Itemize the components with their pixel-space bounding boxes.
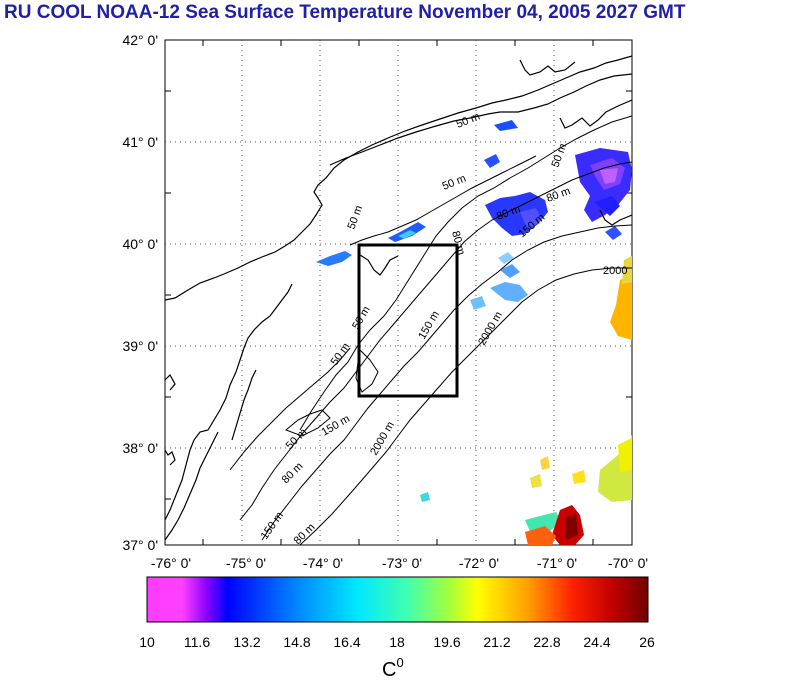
- lat-label: 38° 0': [122, 440, 158, 456]
- colorbar-tick: 11.6: [184, 634, 210, 650]
- contour-label: 2000: [603, 265, 627, 277]
- colorbar: [146, 576, 649, 623]
- colorbar-tick: 19.6: [433, 634, 460, 650]
- lat-label: 42° 0': [122, 32, 158, 48]
- unit-superscript: 0: [396, 655, 403, 670]
- bathymetry-contours: [229, 115, 632, 545]
- lon-label: -71° 0': [537, 555, 577, 571]
- coastline: [165, 55, 632, 541]
- colorbar-unit: C0: [382, 655, 404, 680]
- latitude-labels: 42° 0' 41° 0' 40° 0' 39° 0' 38° 0' 37° 0…: [122, 32, 158, 553]
- lat-label: 39° 0': [122, 338, 158, 354]
- colorbar-tick: 22.8: [533, 634, 560, 650]
- colorbar-tick: 24.4: [583, 634, 610, 650]
- colorbar-ticks: 10 11.6 13.2 14.8 16.4 18 19.6 21.2 22.8…: [139, 634, 655, 650]
- colorbar-tick: 21.2: [483, 634, 510, 650]
- colorbar-tick: 14.8: [283, 634, 310, 650]
- longitude-labels: -76° 0' -75° 0' -74° 0' -73° 0' -72° 0' …: [151, 555, 648, 571]
- colorbar-tick: 16.4: [333, 634, 360, 650]
- colorbar-tick: 26: [639, 634, 655, 650]
- map-title: RU COOL NOAA-12 Sea Surface Temperature …: [4, 2, 686, 23]
- colorbar-tick: 10: [139, 634, 155, 650]
- lat-label: 37° 0': [122, 537, 158, 553]
- lon-label: -73° 0': [382, 555, 422, 571]
- lon-label: -74° 0': [303, 555, 343, 571]
- colorbar-tick: 18: [389, 634, 405, 650]
- lon-label: -72° 0': [459, 555, 499, 571]
- study-area-box: [357, 243, 459, 398]
- lon-label: -76° 0': [151, 555, 191, 571]
- lat-label: 40° 0': [122, 236, 158, 252]
- colorbar-tick: 13.2: [233, 634, 260, 650]
- lon-label: -70° 0': [608, 555, 648, 571]
- lon-label: -75° 0': [226, 555, 266, 571]
- sst-patches: [316, 120, 632, 545]
- graticule: [165, 40, 632, 545]
- unit-label: C: [382, 659, 396, 680]
- lat-label: 41° 0': [122, 134, 158, 150]
